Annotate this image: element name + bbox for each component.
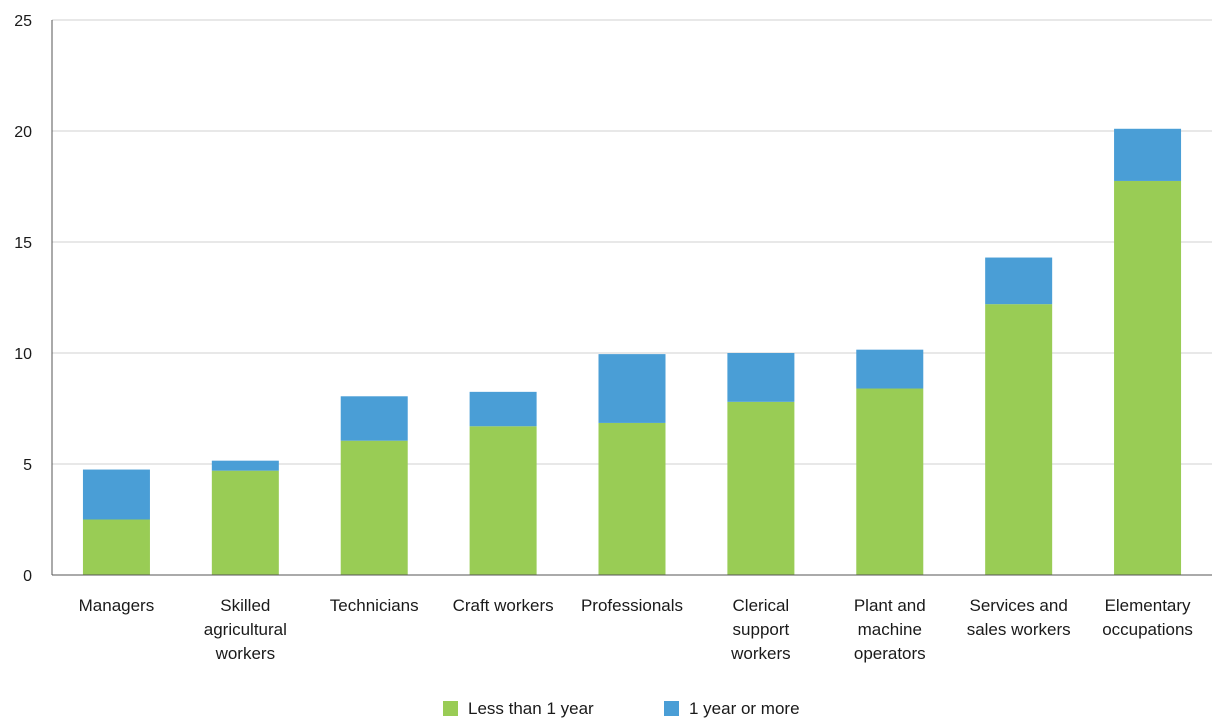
- legend-label: 1 year or more: [689, 699, 800, 718]
- x-category-label: Services and sales workers: [967, 596, 1071, 639]
- bar-segment-less-than-1-year: [469, 426, 537, 575]
- bar-segment-less-than-1-year: [598, 422, 666, 575]
- x-category-label: Skilled agricultural workers: [204, 596, 287, 663]
- bar-segment-less-than-1-year: [211, 470, 279, 575]
- bars: [82, 128, 1182, 575]
- legend-item-less-than-1-year: Less than 1 year: [443, 699, 594, 718]
- bar-segment-less-than-1-year: [82, 519, 150, 575]
- x-category-label: Plant and machine operators: [854, 596, 926, 663]
- x-axis-labels: Managers Skilled agricultural workers Techni…: [79, 596, 1193, 663]
- x-category-label: Clerical support workers: [730, 596, 791, 663]
- bar-segment-1-year-or-more: [985, 257, 1053, 305]
- bar-segment-1-year-or-more: [340, 396, 408, 441]
- legend-swatch: [443, 701, 458, 716]
- y-tick-label: 10: [14, 346, 32, 363]
- bar-segment-1-year-or-more: [82, 469, 150, 520]
- axes: [51, 20, 1212, 576]
- bar-segment-1-year-or-more: [598, 354, 666, 423]
- y-tick-label: 25: [14, 13, 32, 30]
- y-tick-label: 20: [14, 124, 32, 141]
- bar-segment-less-than-1-year: [727, 401, 795, 575]
- legend: Less than 1 year 1 year or more: [443, 699, 800, 718]
- x-category-label: Technicians: [330, 596, 419, 615]
- x-category-label: Craft workers: [453, 596, 554, 615]
- bar-segment-less-than-1-year: [856, 388, 924, 575]
- legend-swatch: [664, 701, 679, 716]
- bar-segment-1-year-or-more: [856, 349, 924, 389]
- legend-item-1-year-or-more: 1 year or more: [664, 699, 800, 718]
- legend-label: Less than 1 year: [468, 699, 594, 718]
- bar-segment-1-year-or-more: [211, 460, 279, 471]
- x-category-label: Professionals: [581, 596, 683, 615]
- bar-segment-1-year-or-more: [1114, 128, 1182, 181]
- bar-segment-1-year-or-more: [727, 353, 795, 402]
- bar-segment-less-than-1-year: [985, 304, 1053, 575]
- y-tick-label: 15: [14, 235, 32, 252]
- bar-segment-less-than-1-year: [340, 440, 408, 575]
- y-tick-label: 5: [23, 457, 32, 474]
- x-category-label: Elementary occupations: [1102, 596, 1193, 639]
- bar-segment-1-year-or-more: [469, 391, 537, 427]
- x-category-label: Managers: [79, 596, 155, 615]
- bar-segment-less-than-1-year: [1114, 180, 1182, 575]
- y-axis-ticks: 0 5 10 15 20 25: [14, 13, 32, 585]
- y-tick-label: 0: [23, 568, 32, 585]
